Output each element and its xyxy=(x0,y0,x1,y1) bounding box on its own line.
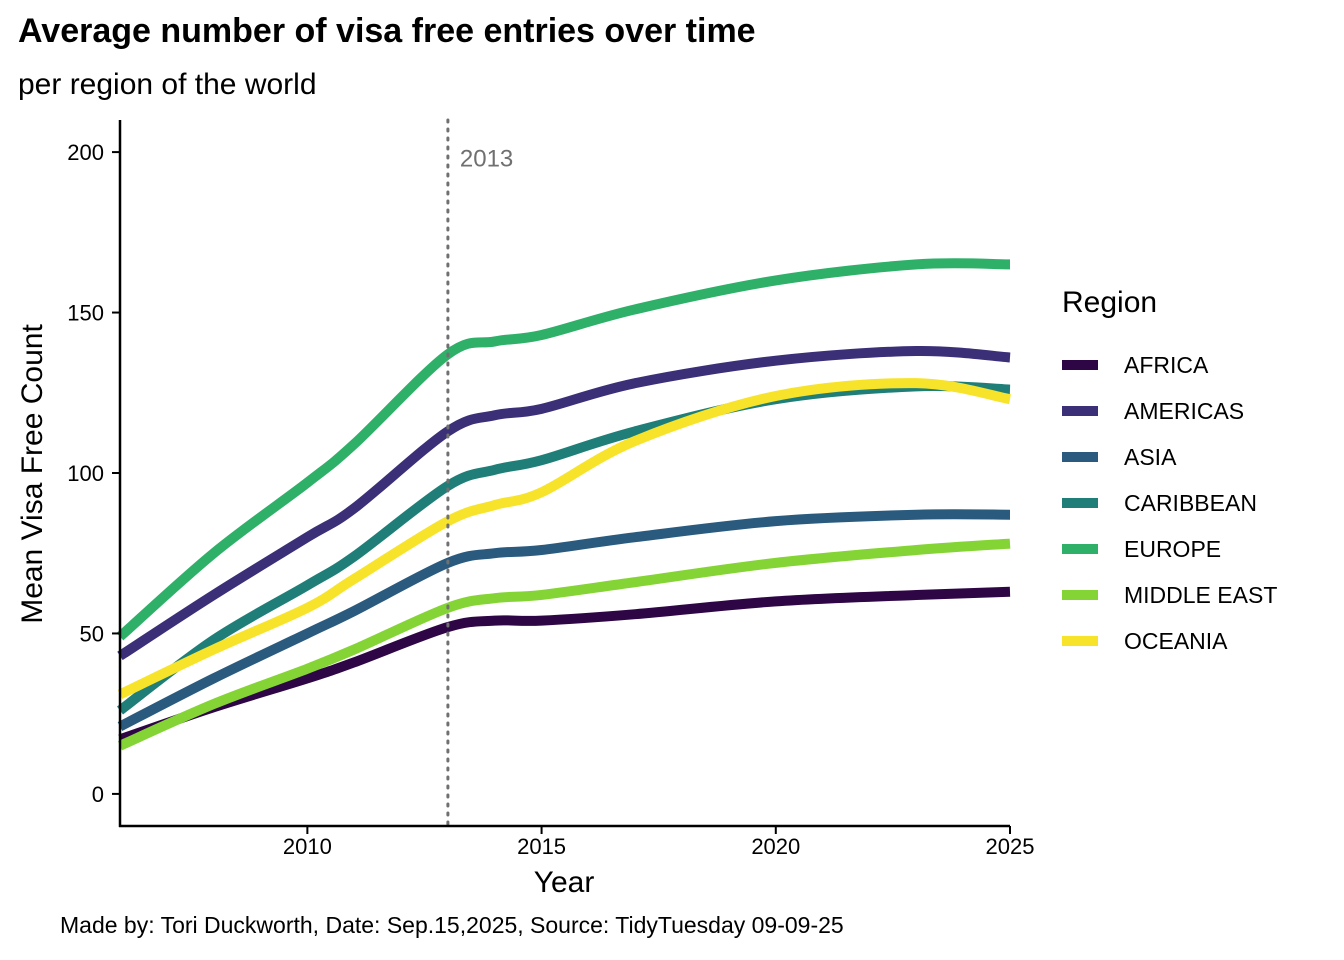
chart-title: Average number of visa free entries over… xyxy=(18,12,756,50)
y-tick-label: 200 xyxy=(67,140,104,165)
y-tick-label: 50 xyxy=(80,621,104,646)
legend-item-africa: AFRICA xyxy=(1062,342,1277,388)
legend-swatch xyxy=(1062,452,1098,462)
legend-swatch xyxy=(1062,406,1098,416)
y-axis-title: Mean Visa Free Count xyxy=(16,324,49,624)
series-line-asia xyxy=(117,509,1011,731)
legend-item-caribbean: CARIBBEAN xyxy=(1062,480,1277,526)
y-tick-label: 0 xyxy=(92,782,104,807)
x-tick-label: 2025 xyxy=(986,834,1035,859)
chart-subtitle: per region of the world xyxy=(18,68,317,101)
legend-label: AMERICAS xyxy=(1124,397,1245,424)
legend-swatch xyxy=(1062,498,1098,508)
legend-swatch xyxy=(1062,360,1098,370)
x-tick-label: 2015 xyxy=(517,834,566,859)
series-lines xyxy=(116,258,1011,751)
series-line-europe xyxy=(116,258,1011,641)
series-line-americas xyxy=(117,346,1011,661)
caption: Made by: Tori Duckworth, Date: Sep.15,20… xyxy=(60,912,844,938)
y-tick-label: 150 xyxy=(67,301,104,326)
legend-swatch xyxy=(1062,636,1098,646)
legend-swatch xyxy=(1062,544,1098,554)
legend-title: Region xyxy=(1062,286,1158,319)
reference-line-label: 2013 xyxy=(460,146,513,173)
x-axis-title: Year xyxy=(534,866,595,899)
legend-item-americas: AMERICAS xyxy=(1062,388,1277,434)
legend-item-middle-east: MIDDLE EAST xyxy=(1062,572,1277,618)
series-line-africa xyxy=(118,586,1011,745)
legend-item-europe: EUROPE xyxy=(1062,526,1277,572)
series-line-oceania xyxy=(117,378,1011,699)
legend-label: MIDDLE EAST xyxy=(1124,581,1278,608)
legend-label: OCEANIA xyxy=(1124,627,1228,654)
legend-item-asia: ASIA xyxy=(1062,434,1277,480)
series-line-middle-east xyxy=(117,538,1011,751)
legend-swatch xyxy=(1062,590,1098,600)
legend-item-oceania: OCEANIA xyxy=(1062,618,1277,664)
legend-items: AFRICA AMERICAS ASIA CARIBBEAN EUROPE MIDDLE … xyxy=(1062,342,1277,664)
legend-label: EUROPE xyxy=(1124,535,1222,562)
y-tick-label: 100 xyxy=(67,461,104,486)
legend-label: ASIA xyxy=(1124,443,1177,470)
axes: 0 50 100 150 200 2010 2015 2020 2025 xyxy=(67,120,1034,859)
reference-line-group: 2013 xyxy=(446,118,513,828)
legend-label: AFRICA xyxy=(1124,351,1209,378)
x-tick-label: 2020 xyxy=(751,834,800,859)
legend: Region AFRICA AMERICAS ASIA CARIBBEAN EUROPE… xyxy=(1062,286,1277,664)
legend-label: CARIBBEAN xyxy=(1124,489,1257,516)
x-tick-label: 2010 xyxy=(283,834,332,859)
